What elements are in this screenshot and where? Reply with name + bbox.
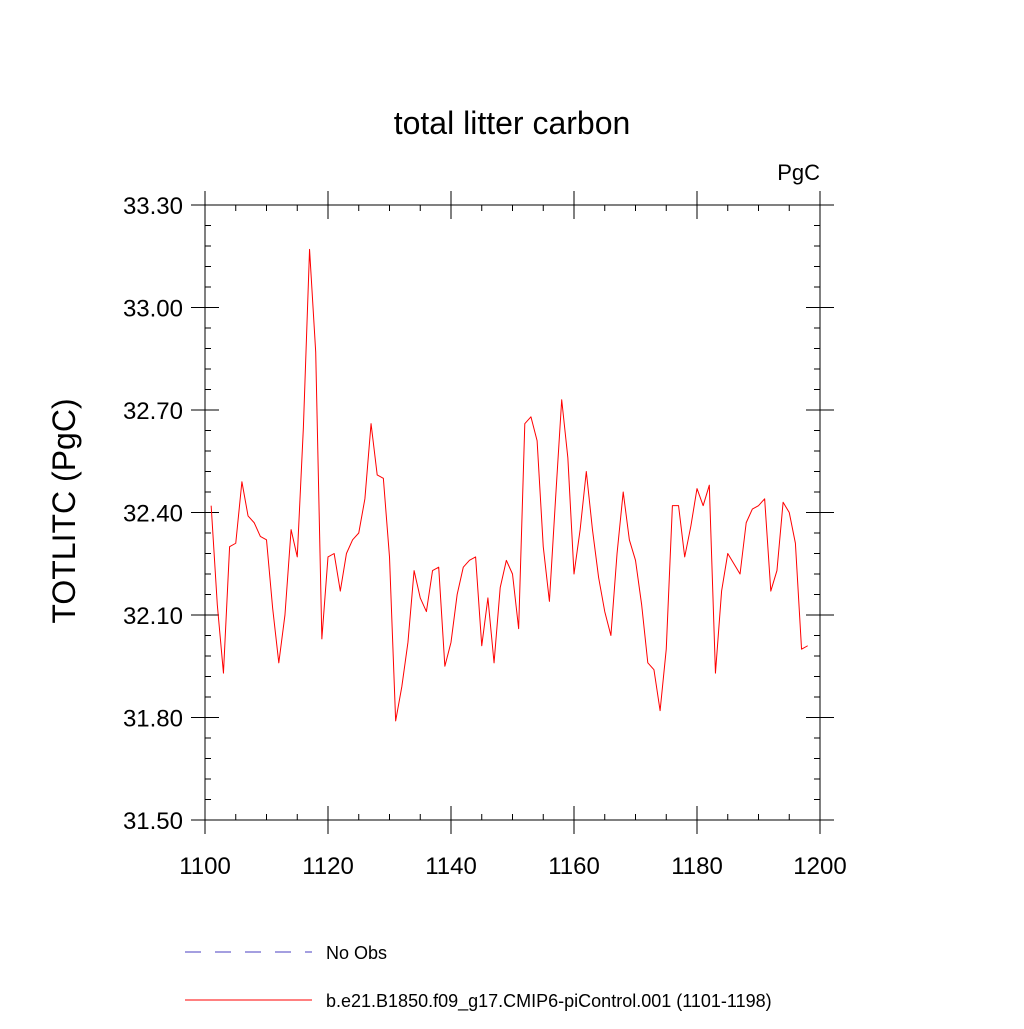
chart-title: total litter carbon xyxy=(394,105,631,141)
legend-label-0: b.e21.B1850.f09_g17.CMIP6-piControl.001 … xyxy=(326,991,772,1012)
y-tick-label: 32.10 xyxy=(123,603,183,630)
x-tick-label: 1160 xyxy=(548,853,600,880)
x-tick-label: 1100 xyxy=(179,853,231,880)
y-tick-label: 32.70 xyxy=(123,398,183,425)
series-layer xyxy=(210,248,808,722)
y-tick-label: 31.50 xyxy=(123,808,183,835)
axes: 31.50 31.80 32.10 32.40 32.70 33.00 33.30 1100 1… xyxy=(123,191,847,880)
x-tick-label: 1140 xyxy=(425,853,477,880)
x-tick-label: 1200 xyxy=(793,853,846,880)
y-tick-label: 33.30 xyxy=(123,193,183,220)
plot-frame xyxy=(204,204,821,821)
x-tick-label: 1120 xyxy=(302,853,354,880)
y-axis-title: TOTLITC (PgC) xyxy=(46,398,82,623)
legend: No Obs b.e21.B1850.f09_g17.CMIP6-piContro… xyxy=(185,943,772,1012)
x-tick-label: 1180 xyxy=(671,853,723,880)
y-tick-label: 31.80 xyxy=(123,706,183,733)
legend-label-1: No Obs xyxy=(326,943,387,963)
units-label: PgC xyxy=(777,160,820,185)
y-tick-label: 33.00 xyxy=(123,296,183,323)
y-tick-label: 32.40 xyxy=(123,501,183,528)
series-line-0 xyxy=(210,248,808,722)
